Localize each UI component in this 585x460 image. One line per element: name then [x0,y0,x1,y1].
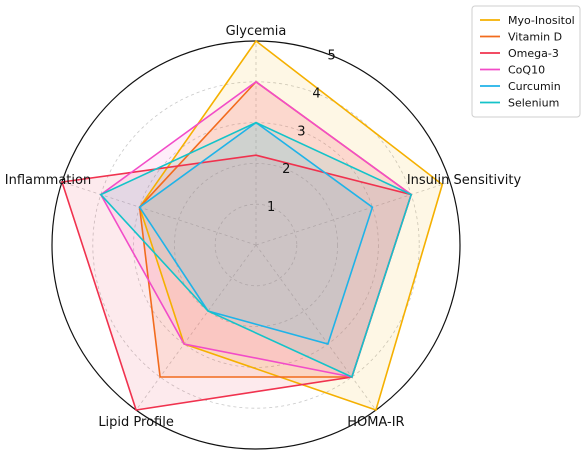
legend-label: Vitamin D [508,31,562,44]
spoke-2 [255,244,377,411]
series-fill-0 [139,41,443,410]
series-fill-1 [139,81,412,378]
spoke-1 [255,181,451,246]
axis-label-glycemia: Glycemia [226,24,287,39]
axis-label-insulin-sensitivity: Insulin Sensitivity [407,173,522,188]
axis-label-homa-ir: HOMA-IR [347,415,404,430]
radial-tick-label: 1 [267,200,275,215]
series-fill-3 [100,81,412,378]
series-line-2 [60,154,413,411]
series-line-3 [99,80,413,378]
legend-box [471,5,581,118]
spoke-3 [135,244,257,411]
axis-label-inflammation: Inflammation [5,173,91,188]
legend-label: Curcumin [508,80,561,93]
radial-tick-label: 5 [328,49,336,64]
legend-label: CoQ10 [508,64,545,77]
spoke-4 [61,181,257,246]
legend: Myo-Inositol Vitamin D Omega-3 CoQ10 Curcumi… [471,5,581,118]
grid-ring-1 [214,203,298,287]
legend-label: Myo-Inositol [508,14,575,27]
legend-label: Selenium [508,97,559,110]
series-fill-4 [139,122,373,344]
series-line-4 [138,121,374,345]
grid-ring-2 [173,162,338,327]
radial-tick-label: 2 [282,162,290,177]
radial-tick-label: 4 [312,86,320,101]
axis-label-lipid-profile: Lipid Profile [98,415,174,430]
radial-tick-label: 3 [297,124,305,139]
series-line-5 [99,121,413,379]
label-layer: 1 2 3 4 5 Glycemia Insulin Sensitivity HOMA-IR L… [5,24,522,430]
series-fill-2 [62,155,412,410]
series-layer [60,39,444,412]
legend-label: Omega-3 [508,47,559,60]
series-fill-5 [100,122,412,377]
